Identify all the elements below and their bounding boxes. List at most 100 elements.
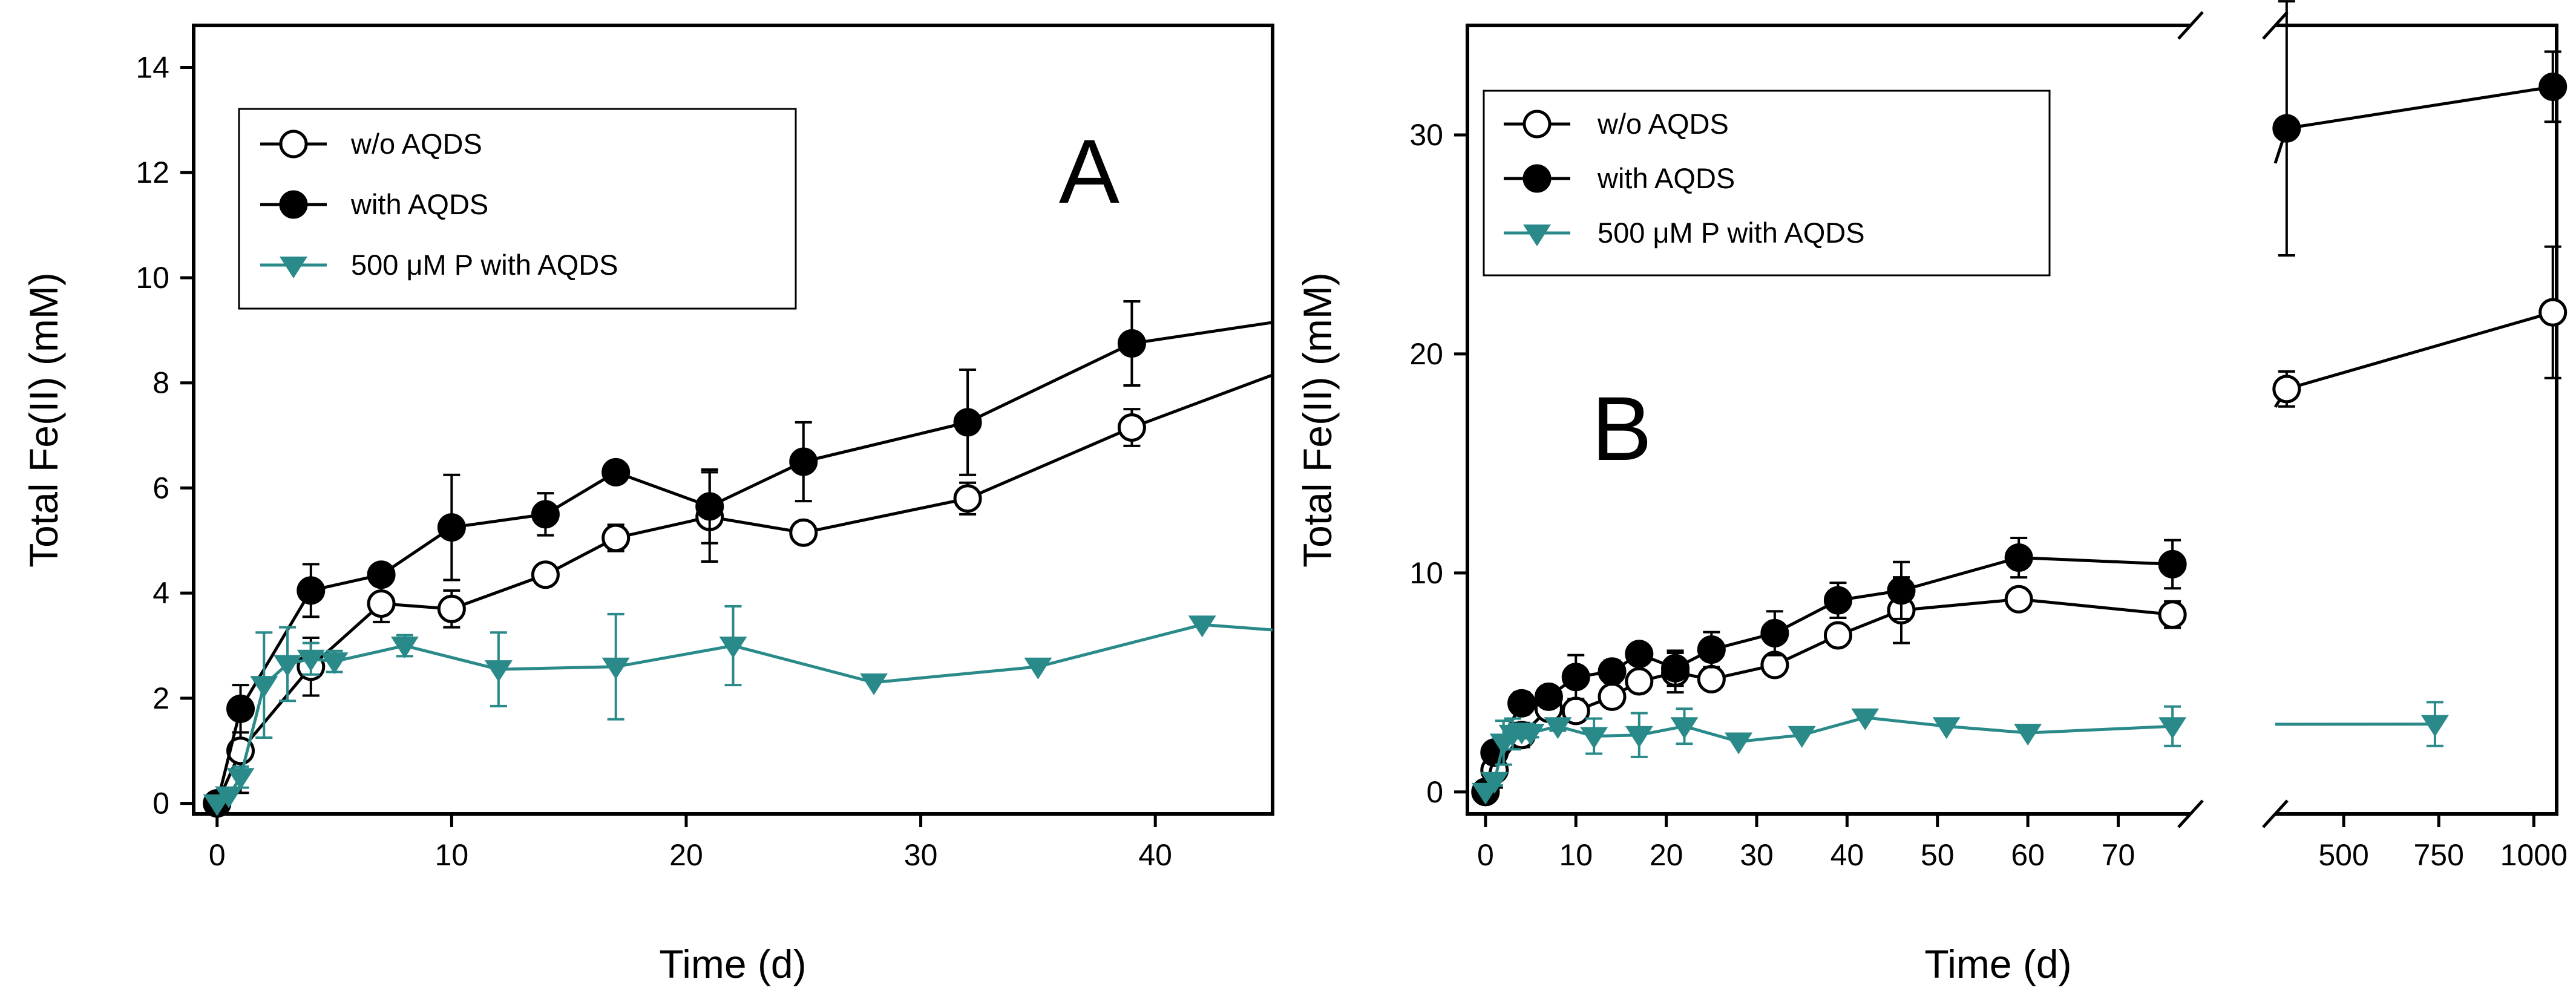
- legend-label-with-aqds: with AQDS: [350, 188, 488, 220]
- legend-marker-triangle-down: [1523, 224, 1551, 246]
- data-point: [1932, 717, 1961, 739]
- series-line-500-m-p-with-aqds: [216, 623, 1273, 805]
- x-tick-label-50: 50: [1921, 838, 1955, 872]
- panel-a-plot-area: [203, 300, 1273, 818]
- panel-b-y-axis-title: Total Fe(II) (mM): [1295, 272, 1340, 568]
- axis-break-bottom: [2177, 799, 2289, 828]
- data-point: [695, 492, 724, 521]
- panel-a: 0 10 20 30 40 0 2 4 6 8 10 12 14 w/o AQDS with AQDS…: [21, 24, 1274, 986]
- data-point: [953, 484, 982, 513]
- panel-b-legend: w/o AQDS with AQDS 500 μM P with AQDS: [1483, 90, 2051, 277]
- x-tick-label-10: 10: [435, 838, 469, 872]
- data-point: [1544, 717, 1572, 739]
- x-tick-label-60: 60: [2011, 838, 2045, 872]
- y-tick-label-6: 6: [152, 471, 169, 505]
- axis-break-top: [2177, 11, 2289, 40]
- data-point: [601, 657, 630, 680]
- data-point: [2014, 724, 2042, 746]
- legend-marker-circle-open: [279, 129, 308, 159]
- x-tick-label-20: 20: [669, 838, 703, 872]
- y-tick-label-14: 14: [136, 50, 169, 84]
- legend-marker-circle-filled: [279, 190, 308, 219]
- x-tick-label-500: 500: [2318, 838, 2368, 872]
- legend-label-p-aqds: 500 μM P with AQDS: [351, 249, 618, 281]
- y-tick-label-10: 10: [1409, 556, 1443, 590]
- series-line-late-w-o-aqds: [2273, 310, 2554, 408]
- y-tick-label-8: 8: [152, 366, 169, 400]
- data-point: [531, 560, 560, 589]
- data-point: [2538, 72, 2568, 101]
- y-tick-label-30: 30: [1409, 118, 1443, 152]
- data-point: [1625, 726, 1653, 748]
- data-point: [1725, 732, 1753, 755]
- data-point: [367, 560, 396, 589]
- data-point: [226, 768, 255, 790]
- data-point: [437, 513, 466, 542]
- data-point: [1823, 621, 1852, 650]
- data-point: [215, 786, 243, 808]
- legend-marker-triangle-down: [280, 257, 307, 278]
- x-tick-label-0: 0: [209, 838, 226, 872]
- legend-label-wo-aqds: w/o AQDS: [1597, 108, 1729, 140]
- legend-label-wo-aqds: w/o AQDS: [350, 128, 482, 160]
- data-point: [1534, 682, 1563, 711]
- panel-b-plot-area: [1471, 0, 2568, 807]
- data-point: [2158, 600, 2187, 629]
- series-with-aqds: [203, 300, 1273, 818]
- data-point: [390, 637, 419, 659]
- y-tick-label-12: 12: [136, 156, 169, 189]
- panel-b-letter: B: [1591, 378, 1652, 479]
- data-point: [601, 523, 631, 552]
- data-point: [789, 518, 818, 547]
- legend-marker-circle-filled: [1522, 164, 1552, 193]
- data-point: [2158, 717, 2187, 739]
- x-tick-label-40: 40: [1138, 838, 1172, 872]
- data-point: [1760, 618, 1789, 647]
- data-point: [2538, 298, 2568, 327]
- y-tick-label-0: 0: [1426, 775, 1443, 809]
- series-w-o-aqds: [1471, 245, 2568, 807]
- y-tick-label-20: 20: [1409, 337, 1443, 371]
- data-point: [1024, 657, 1052, 680]
- panel-a-letter: A: [1059, 120, 1119, 222]
- data-point: [297, 576, 326, 605]
- data-point: [297, 649, 325, 672]
- data-point: [1697, 664, 1726, 693]
- panel-a-legend: w/o AQDS with AQDS 500 μM P with AQDS: [238, 108, 797, 310]
- panel-b-y-ticks: 0 10 20 30: [1409, 118, 1467, 809]
- data-point: [1697, 635, 1726, 664]
- data-point: [1670, 717, 1699, 739]
- y-tick-label-0: 0: [152, 787, 169, 821]
- panel-a-x-axis-title: Time (d): [659, 942, 806, 986]
- panel-b-x-axis-title: Time (d): [1924, 942, 2071, 986]
- x-tick-label-30: 30: [1740, 838, 1774, 872]
- x-tick-label-70: 70: [2102, 838, 2135, 872]
- data-point: [1823, 586, 1852, 615]
- data-point: [719, 637, 747, 659]
- data-point: [1516, 724, 1545, 746]
- panel-b-x-ticks: 0 10 20 30 40 50 60 70 500 750 1000: [1477, 814, 2568, 872]
- data-point: [1561, 663, 1590, 692]
- panel-b-frame-right: [2275, 24, 2558, 816]
- data-point: [601, 457, 631, 487]
- data-point: [860, 673, 888, 695]
- panel-a-x-ticks: 0 10 20 30 40: [209, 814, 1172, 872]
- x-tick-label-40: 40: [1830, 838, 1864, 872]
- data-point: [1887, 576, 1916, 605]
- data-point: [1598, 682, 1627, 711]
- series-w-o-aqds: [203, 373, 1273, 818]
- panel-b-frame-left: [1466, 24, 2191, 816]
- x-tick-label-750: 750: [2413, 838, 2463, 872]
- x-tick-label-0: 0: [1477, 838, 1494, 872]
- data-point: [1851, 708, 1880, 730]
- y-tick-label-2: 2: [152, 681, 169, 715]
- y-tick-label-10: 10: [136, 261, 169, 295]
- data-point: [1117, 329, 1146, 358]
- data-point: [1117, 413, 1146, 442]
- data-point: [484, 660, 513, 683]
- panel-a-y-axis-title: Total Fe(II) (mM): [21, 272, 66, 568]
- legend-marker-circle-open: [1522, 110, 1552, 139]
- data-point: [437, 594, 466, 623]
- data-point: [2272, 114, 2301, 143]
